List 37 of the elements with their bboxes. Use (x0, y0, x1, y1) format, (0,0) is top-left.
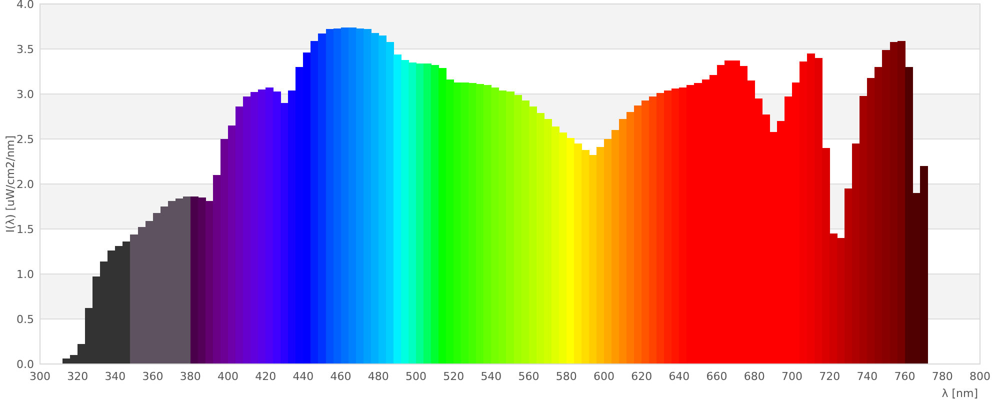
x-tick-label: 720 (819, 370, 840, 383)
y-tick-label: 0.5 (16, 312, 34, 326)
x-tick-label: 520 (443, 370, 464, 383)
x-tick-label: 740 (856, 370, 878, 383)
x-tick-label: 700 (782, 370, 802, 383)
y-tick-label: 2.0 (16, 178, 34, 191)
y-tick-label: 1.0 (16, 268, 34, 281)
y-tick-label: 1.5 (16, 222, 34, 236)
x-tick-label: 420 (255, 370, 276, 383)
x-tick-label: 760 (894, 370, 916, 383)
x-tick-label: 480 (368, 370, 389, 383)
x-tick-label: 780 (932, 370, 953, 383)
x-tick-label: 460 (330, 370, 352, 383)
x-tick-label: 340 (104, 370, 126, 383)
x-tick-label: 300 (30, 370, 50, 383)
y-tick-label: 0.0 (16, 358, 34, 371)
x-tick-label: 680 (744, 370, 765, 383)
x-tick-label: 320 (67, 370, 88, 383)
x-tick-label: 580 (556, 370, 577, 383)
x-tick-label: 360 (142, 370, 164, 383)
x-tick-label: 440 (292, 370, 314, 383)
x-tick-label: 500 (406, 370, 426, 383)
x-tick-label: 560 (518, 370, 540, 383)
x-tick-label: 540 (480, 370, 502, 383)
y-tick-label: 3.5 (16, 42, 34, 56)
x-tick-label: 600 (594, 370, 614, 383)
x-tick-label: 380 (180, 370, 201, 383)
x-axis-title: λ [nm] (942, 387, 978, 400)
y-tick-label: 3.0 (16, 88, 34, 101)
x-tick-label: 620 (631, 370, 652, 383)
x-tick-label: 800 (970, 370, 990, 383)
y-tick-label: 2.5 (16, 132, 34, 146)
x-tick-label: 640 (668, 370, 690, 383)
y-axis-title: I(λ) [uW/cm2/nm] (4, 135, 17, 233)
y-tick-label: 4.0 (16, 0, 34, 11)
x-tick-label: 660 (706, 370, 728, 383)
x-tick-label: 400 (218, 370, 238, 383)
